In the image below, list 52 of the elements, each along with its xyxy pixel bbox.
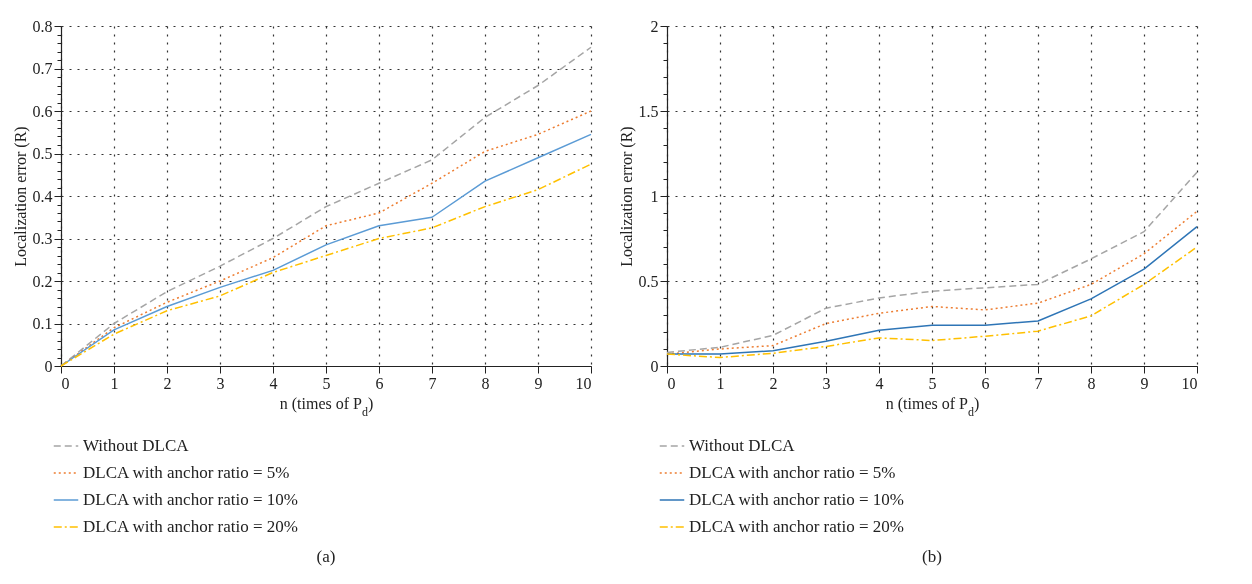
y-axis-title: Localization error (R) (617, 126, 636, 267)
x-axis-title: n (times of P$_{d}$) (885, 394, 980, 419)
legend-label: DLCA with anchor ratio = 10% (689, 490, 904, 509)
x-tick-label: 5 (928, 374, 937, 392)
legend-label: DLCA with anchor ratio = 5% (83, 463, 290, 482)
x-tick-label: 5 (322, 374, 331, 392)
y-tick-label: 0.2 (32, 272, 53, 290)
x-tick-label: 10 (575, 374, 592, 392)
text: (b) (922, 547, 942, 566)
legend-label: DLCA with anchor ratio = 20% (83, 517, 298, 536)
x-tick-label: 7 (1034, 374, 1043, 392)
y-tick-label: 0.4 (32, 187, 53, 205)
line-series (666, 246, 1198, 359)
legend-label: DLCA with anchor ratio = 10% (83, 490, 298, 509)
y-tick-label: 1 (650, 187, 659, 205)
legend-label: DLCA with anchor ratio = 5% (689, 463, 896, 482)
legend-label: Without DLCA (83, 436, 190, 455)
y-axis-title: Localization error (R) (11, 126, 30, 267)
x-tick-label: 10 (1181, 374, 1198, 392)
x-tick-label: 3 (216, 374, 225, 392)
x-tick-label: 0 (667, 374, 676, 392)
y-tick-label: 0 (650, 357, 659, 375)
text: (a) (316, 547, 336, 566)
x-axis-title: n (times of P$_{d}$) (279, 394, 374, 419)
y-tick-label: 0.3 (32, 230, 53, 247)
x-tick-label: 4 (269, 374, 278, 392)
y-tick-label: 0.5 (638, 272, 659, 290)
y-tick-label: 2 (650, 17, 659, 35)
legend-label: DLCA with anchor ratio = 20% (689, 517, 904, 536)
x-tick-label: 1 (716, 374, 725, 392)
y-tick-label: 0.8 (32, 17, 53, 35)
x-tick-label: 1 (110, 374, 119, 392)
x-tick-label: 7 (428, 374, 437, 392)
x-tick-label: 8 (1087, 374, 1096, 392)
y-tick-label: 0.1 (32, 315, 53, 332)
y-tick-label: 1.5 (638, 102, 659, 120)
x-tick-label: 2 (163, 374, 172, 392)
x-tick-label: 9 (534, 374, 543, 392)
x-tick-label: 6 (981, 374, 990, 392)
y-tick-label: 0.6 (32, 102, 53, 120)
x-tick-label: 6 (375, 374, 384, 392)
y-tick-label: 0.5 (32, 145, 53, 162)
x-tick-label: 4 (875, 374, 884, 392)
y-tick-label: 0 (44, 357, 53, 375)
x-tick-label: 0 (61, 374, 70, 392)
line-series (666, 171, 1198, 354)
y-tick-label: 0.7 (32, 60, 53, 77)
x-tick-label: 2 (769, 374, 778, 392)
x-tick-label: 9 (1140, 374, 1149, 392)
x-tick-label: 8 (481, 374, 490, 392)
legend-label: Without DLCA (689, 436, 796, 455)
x-tick-label: 3 (822, 374, 831, 392)
